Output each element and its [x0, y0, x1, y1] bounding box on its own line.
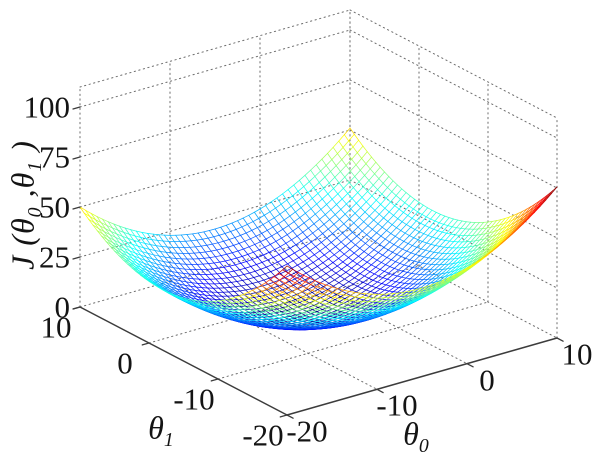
plot-canvas [0, 0, 600, 467]
cost-function-surface-plot: J (θ0 ,θ1 ) θ1 θ0 0 25 50 75 100 10 0 -10 -20 -20… [0, 0, 600, 467]
